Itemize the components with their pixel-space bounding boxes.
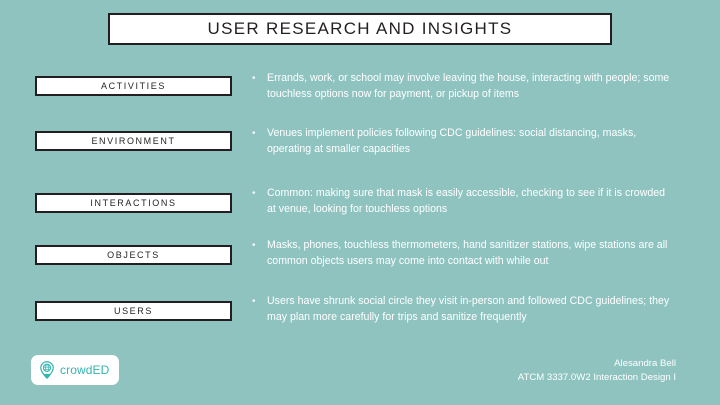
page-title: USER RESEARCH AND INSIGHTS [207,19,513,38]
category-label-text: USERS [113,306,153,316]
bullet-item: • Users have shrunk social circle they v… [252,294,676,325]
category-label-box-objects: OBJECTS [35,245,232,265]
category-label-text: ACTIVITIES [100,81,166,91]
bullet-dot-icon: • [252,188,256,199]
bullet-item: • Masks, phones, touchless thermometers,… [252,238,676,269]
bullet-dot-icon: • [252,296,256,307]
bullet-dot-icon: • [252,73,256,84]
category-label-box-environment: ENVIRONMENT [35,131,232,151]
category-label-box-interactions: INTERACTIONS [35,193,232,213]
bullet-text: Common: making sure that mask is easily … [267,187,666,215]
bullet-text: Venues implement policies following CDC … [267,127,637,155]
course-name: ATCM 3337.0W2 Interaction Design I [517,372,676,383]
bullet-item: • Venues implement policies following CD… [252,126,676,157]
bullet-text: Masks, phones, touchless thermometers, h… [267,239,668,267]
bullet-dot-icon: • [252,240,256,251]
author-name: Alesandra Bell [614,358,676,369]
map-pin-globe-icon [38,361,56,379]
bullet-text: Users have shrunk social circle they vis… [267,295,670,323]
logo-wordmark: crowdED [60,363,110,377]
bullet-text: Errands, work, or school may involve lea… [267,72,670,100]
crowded-logo-badge: crowdED [31,355,119,385]
credits-block: Alesandra Bell ATCM 3337.0W2 Interaction… [518,357,676,385]
category-label-text: OBJECTS [107,250,160,260]
category-label-text: ENVIRONMENT [91,136,176,146]
bullet-dot-icon: • [252,128,256,139]
category-label-text: INTERACTIONS [90,198,177,208]
bullet-item: • Errands, work, or school may involve l… [252,71,676,102]
category-label-box-activities: ACTIVITIES [35,76,232,96]
bullet-item: • Common: making sure that mask is easil… [252,186,676,217]
slide-title-box: USER RESEARCH AND INSIGHTS [108,13,612,45]
category-label-box-users: USERS [35,301,232,321]
